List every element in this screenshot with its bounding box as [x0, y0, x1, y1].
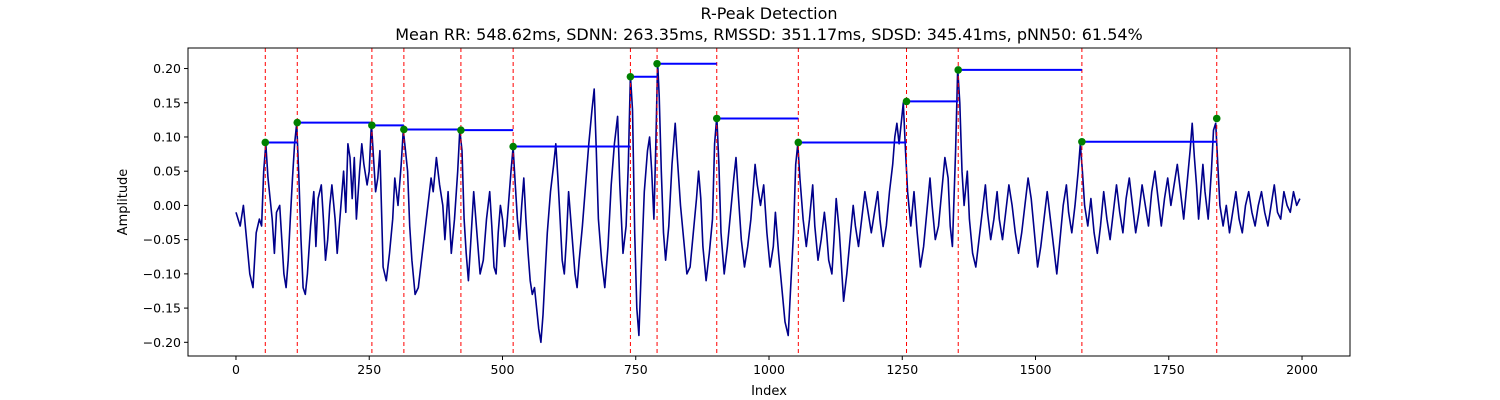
y-tick-label: 0.10 [153, 129, 181, 144]
x-tick-label: 1250 [886, 362, 918, 377]
x-tick-label: 250 [357, 362, 381, 377]
y-tick-label: −0.10 [143, 266, 181, 281]
peak-marker-11 [902, 97, 911, 106]
y-tick-label: 0.05 [153, 164, 181, 179]
x-axis: 0 250 500 750 1000 1250 1500 1750 2000 [232, 356, 1318, 377]
y-tick-label: −0.15 [143, 301, 181, 316]
peak-marker-6 [509, 142, 517, 151]
y-tick-label: −0.20 [143, 335, 181, 350]
peak-marker-14 [1212, 114, 1221, 123]
peak-marker-10 [794, 138, 803, 147]
plot-frame [187, 47, 1351, 357]
peak-marker-13 [1078, 137, 1086, 146]
y-tick-label: 0.15 [153, 95, 181, 110]
x-tick-label: 500 [491, 362, 515, 377]
y-tick-label: 0.20 [153, 61, 181, 76]
peak-marker-8 [653, 59, 661, 68]
peak-marker-7 [626, 72, 635, 81]
peak-marker-12 [954, 66, 963, 74]
peak-marker-9 [712, 114, 721, 123]
y-axis-label: Amplitude [116, 169, 131, 236]
y-tick-label: 0.00 [153, 198, 181, 213]
x-tick-label: 1000 [753, 362, 785, 377]
peak-marker-1 [261, 138, 270, 147]
peak-marker-2 [293, 118, 302, 127]
peak-marker-4 [400, 125, 408, 134]
x-tick-label: 2000 [1286, 362, 1318, 377]
x-tick-label: 1750 [1153, 362, 1185, 377]
chart-subtitle: Mean RR: 548.62ms, SDNN: 263.35ms, RMSSD… [395, 25, 1143, 44]
x-tick-label: 0 [232, 362, 240, 377]
ecg-signal-line [235, 60, 1301, 344]
y-tick-label: −0.05 [143, 232, 181, 247]
x-tick-label: 1500 [1020, 362, 1052, 377]
peak-marker-3 [368, 121, 376, 130]
chart-title: R-Peak Detection [700, 4, 837, 23]
peak-marker-5 [457, 126, 465, 134]
plot-area [235, 48, 1301, 356]
y-axis: −0.20 −0.15 −0.10 −0.05 0.00 0.05 0.10 0.15 0.20 [143, 61, 188, 350]
x-tick-label: 750 [624, 362, 648, 377]
x-axis-label: Index [751, 384, 787, 399]
